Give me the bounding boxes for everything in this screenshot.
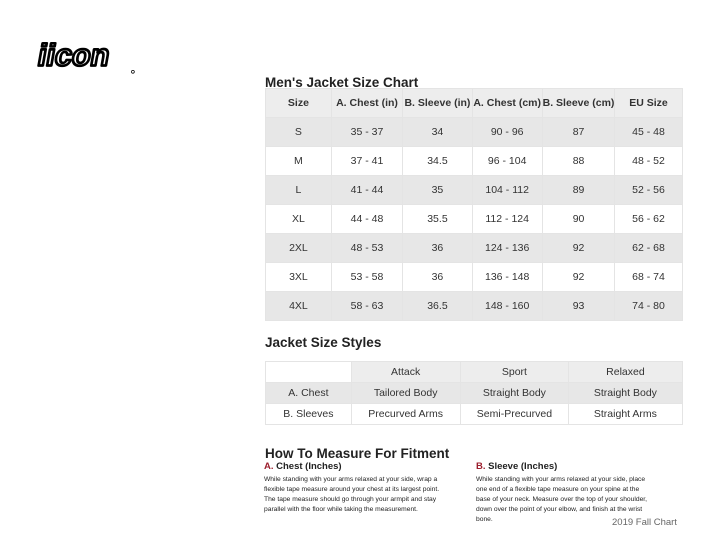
svg-text:iicon: iicon bbox=[35, 38, 113, 73]
